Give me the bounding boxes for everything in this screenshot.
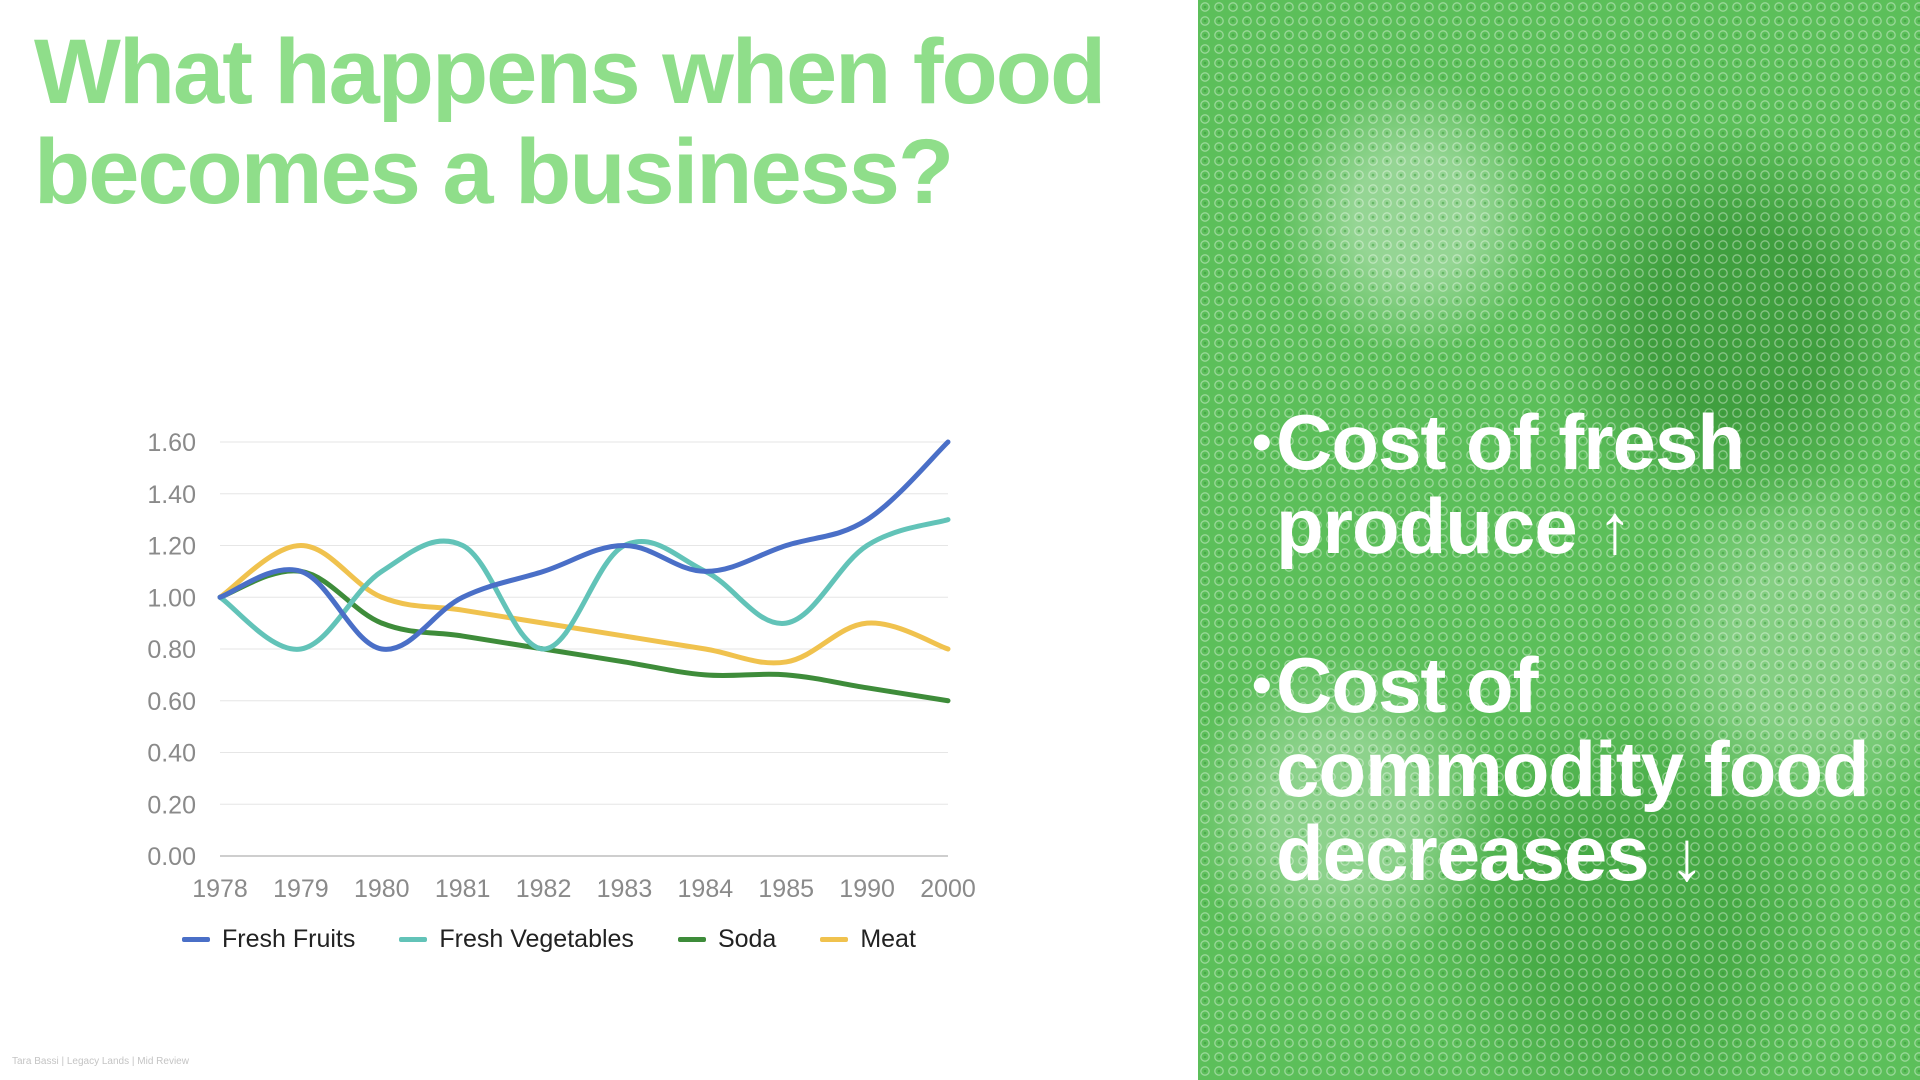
x-tick-label: 1984 bbox=[678, 875, 734, 903]
legend-item: Fresh Fruits bbox=[182, 925, 355, 954]
legend-label: Soda bbox=[717, 925, 777, 953]
legend-swatch bbox=[399, 937, 428, 942]
x-tick-label: 1985 bbox=[758, 875, 814, 903]
x-tick-label: 1990 bbox=[839, 875, 895, 903]
series-line-soda bbox=[217, 568, 951, 704]
slide-title-line-2: becomes a business? bbox=[34, 121, 954, 223]
x-tick-label: 1980 bbox=[354, 875, 410, 903]
x-tick-label: 1981 bbox=[435, 875, 491, 903]
y-tick-label: 1.40 bbox=[147, 481, 196, 509]
bullet-text: Cost of commodity food decreases bbox=[1276, 641, 1870, 897]
bullet-item: Cost of fresh produce ↑ bbox=[1252, 398, 1904, 571]
legend-label: Fresh Vegetables bbox=[439, 925, 634, 953]
y-tick-label: 0.00 bbox=[147, 843, 196, 871]
series-line-meat bbox=[217, 543, 951, 666]
legend-swatch bbox=[182, 937, 210, 942]
y-tick-label: 0.80 bbox=[147, 636, 196, 664]
x-tick-label: 1982 bbox=[516, 875, 572, 903]
x-tick-label: 1979 bbox=[273, 875, 329, 903]
slide-title-line-1: What happens when food bbox=[34, 21, 1106, 123]
slide-title: What happens when food becomes a busines… bbox=[34, 22, 1184, 222]
chart-legend: Fresh Fruits Fresh Vegetables Soda Meat bbox=[182, 925, 960, 954]
series-line-fresh-fruits bbox=[217, 439, 951, 652]
legend-item: Fresh Vegetables bbox=[399, 925, 634, 954]
bullet-list: Cost of fresh produce ↑ Cost of commodity… bbox=[1252, 398, 1904, 970]
legend-item: Meat bbox=[820, 925, 916, 954]
y-tick-label: 1.00 bbox=[147, 584, 196, 612]
arrow-up-icon: ↑ bbox=[1597, 490, 1632, 568]
y-tick-label: 1.60 bbox=[147, 429, 196, 457]
legend-label: Meat bbox=[860, 925, 916, 953]
legend-swatch bbox=[677, 937, 706, 942]
slide-footer: Tara Bassi | Legacy Lands | Mid Review bbox=[12, 1056, 189, 1067]
x-tick-label: 2000 bbox=[920, 875, 976, 903]
legend-label: Fresh Fruits bbox=[222, 925, 356, 953]
legend-item: Soda bbox=[677, 925, 777, 954]
x-tick-label: 1978 bbox=[192, 875, 248, 903]
legend-swatch bbox=[820, 937, 849, 942]
arrow-down-icon: ↓ bbox=[1669, 817, 1704, 895]
y-tick-label: 1.20 bbox=[147, 533, 196, 561]
bullet-text: Cost of fresh produce bbox=[1276, 398, 1745, 570]
y-tick-label: 0.40 bbox=[147, 740, 196, 768]
y-tick-label: 0.60 bbox=[147, 688, 196, 716]
left-panel: What happens when food becomes a busines… bbox=[12, 22, 1184, 1067]
x-tick-label: 1983 bbox=[597, 875, 653, 903]
bullet-item: Cost of commodity food decreases ↓ bbox=[1252, 641, 1904, 898]
line-chart: 0.00 0.20 0.40 0.60 0.80 1.00 1.20 1.40 1.60 1978… bbox=[147, 429, 976, 903]
y-tick-label: 0.20 bbox=[147, 791, 196, 819]
